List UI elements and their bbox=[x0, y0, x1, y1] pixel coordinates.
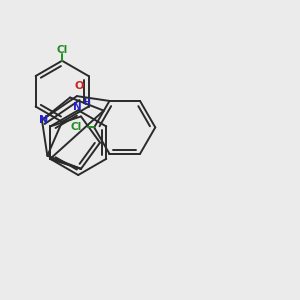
Text: N: N bbox=[39, 115, 48, 125]
Text: Cl: Cl bbox=[70, 122, 81, 132]
Text: N: N bbox=[73, 102, 82, 112]
Text: O: O bbox=[74, 81, 83, 91]
Text: H: H bbox=[83, 98, 90, 107]
Text: Cl: Cl bbox=[56, 45, 68, 55]
